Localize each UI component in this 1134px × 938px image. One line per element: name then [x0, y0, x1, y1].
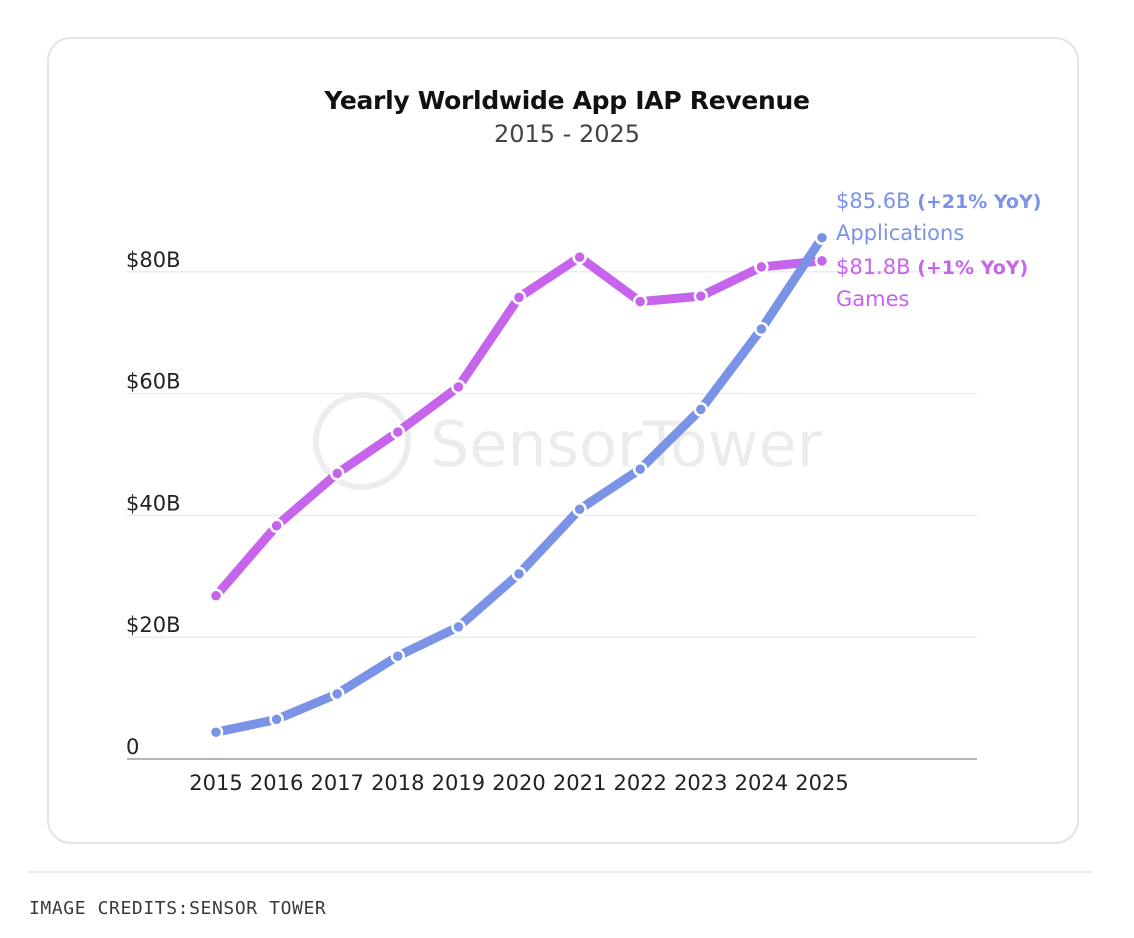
- data-point-applications: [269, 712, 284, 727]
- chart-subtitle: 2015 - 2025: [493, 120, 641, 148]
- chart-card: [47, 37, 1079, 844]
- x-tick-label: 2016: [250, 771, 303, 795]
- watermark-logo-icon: [313, 392, 411, 490]
- y-tick-label: 0: [126, 735, 139, 759]
- data-point-applications: [390, 648, 406, 664]
- series-line-applications: [211, 233, 827, 737]
- image-credits: IMAGE CREDITS:SENSOR TOWER: [29, 898, 327, 919]
- y-tick-label: $40B: [126, 491, 181, 515]
- data-point-games: [572, 249, 587, 265]
- data-point-applications: [754, 321, 769, 337]
- watermark: SensorTower: [313, 392, 823, 490]
- end-labels: $85.6B (+21% YoY) Applications $81.8B (+1%…: [836, 189, 1041, 311]
- data-point-applications: [208, 724, 224, 740]
- y-tick-label: $80B: [126, 248, 181, 272]
- data-point-applications: [572, 502, 587, 517]
- x-tick-label: 2024: [735, 771, 788, 795]
- data-point-games: [814, 253, 830, 269]
- data-point-games: [693, 288, 709, 304]
- data-point-games: [511, 290, 527, 305]
- data-point-games: [451, 379, 466, 395]
- data-point-games: [269, 518, 284, 534]
- data-point-games: [754, 259, 769, 275]
- x-tick-label: 2015: [189, 771, 242, 795]
- divider: [28, 871, 1092, 873]
- data-point-applications: [632, 461, 648, 477]
- applications-series-name: Applications: [836, 221, 964, 245]
- x-tick-label: 2021: [553, 771, 606, 795]
- data-point-applications: [451, 619, 466, 635]
- x-tick-label: 2022: [613, 771, 666, 795]
- data-point-applications: [814, 230, 830, 245]
- applications-end-value: $85.6B (+21% YoY): [836, 189, 1041, 213]
- x-tick-label: 2017: [310, 771, 363, 795]
- data-point-games: [208, 588, 224, 604]
- data-point-games: [329, 466, 345, 481]
- series: [208, 230, 830, 740]
- x-tick-label: 2019: [432, 771, 485, 795]
- data-point-games: [390, 424, 406, 440]
- x-tick-label: 2023: [674, 771, 727, 795]
- axes: 0 $20B $40B $60B $80B 2015 2016 2017 2018 2019 202…: [126, 248, 977, 795]
- y-tick-label: $60B: [126, 370, 181, 394]
- data-point-games: [632, 294, 648, 309]
- data-point-applications: [329, 686, 345, 702]
- data-point-applications: [511, 566, 527, 582]
- chart-title: Yearly Worldwide App IAP Revenue: [324, 86, 810, 115]
- data-point-applications: [693, 402, 709, 417]
- games-series-name: Games: [836, 287, 909, 311]
- x-tick-label: 2018: [371, 771, 424, 795]
- games-end-value: $81.8B (+1% YoY): [836, 255, 1028, 279]
- watermark-text: SensorTower: [430, 408, 823, 481]
- x-tick-label: 2025: [795, 771, 848, 795]
- x-tick-label: 2020: [492, 771, 545, 795]
- y-tick-label: $20B: [126, 613, 181, 637]
